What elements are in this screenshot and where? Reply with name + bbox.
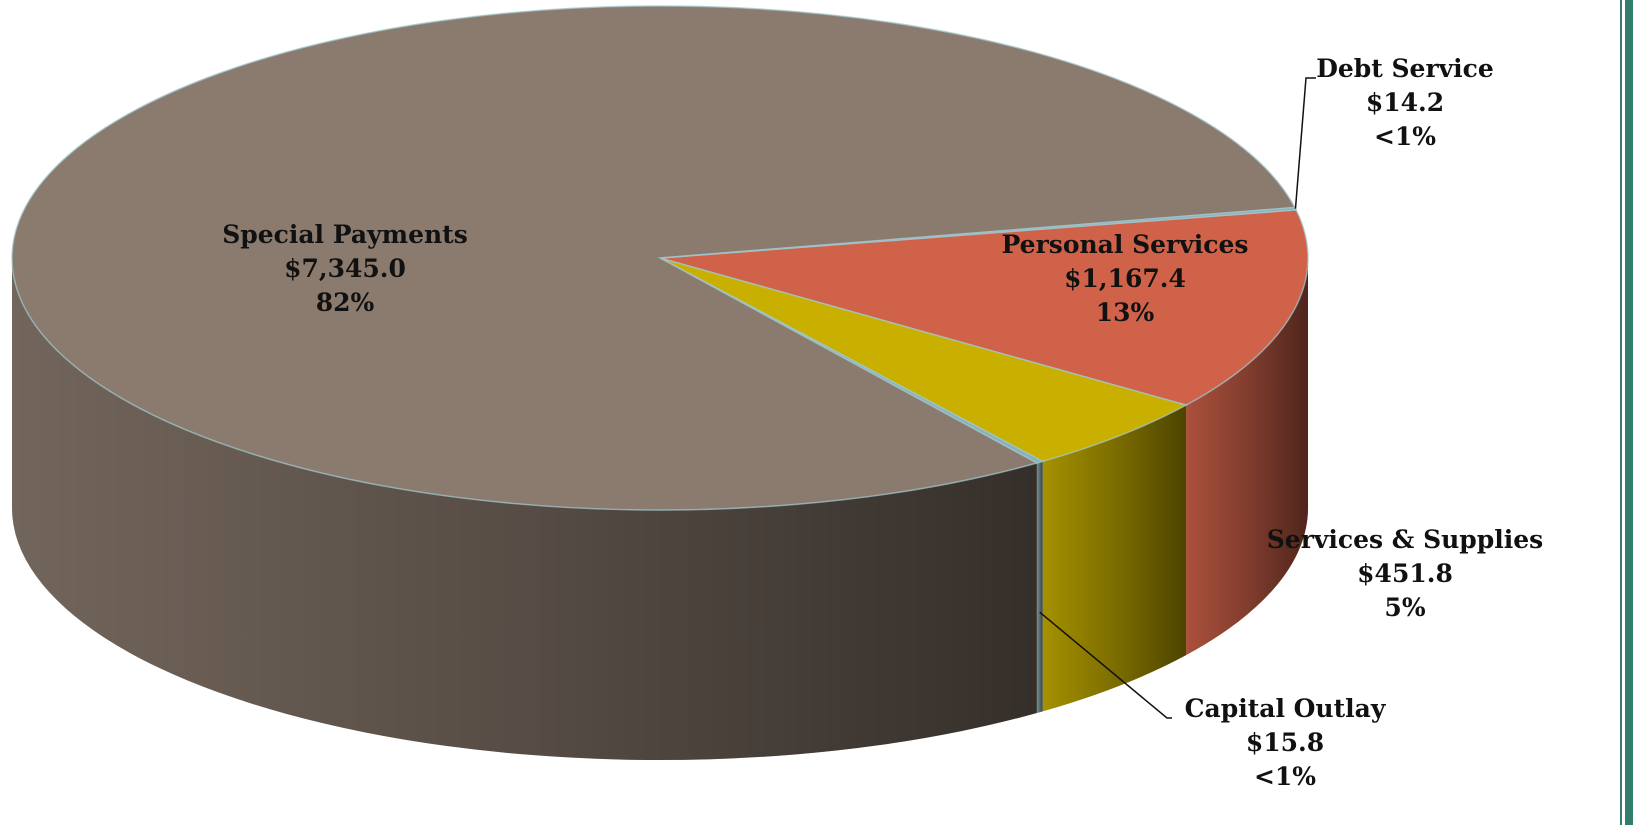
slice-side-shade <box>1042 405 1187 712</box>
slice-label-special-payments: Special Payments $7,345.0 82% <box>195 218 495 320</box>
slice-side-shade <box>1186 258 1308 656</box>
slice-name: Debt Service <box>1316 54 1494 83</box>
slice-amount: $7,345.0 <box>284 254 406 283</box>
slice-side-shade <box>12 258 1037 761</box>
slice-amount: $15.8 <box>1245 728 1325 757</box>
slice-label-personal-services: Personal Services $1,167.4 13% <box>975 228 1275 330</box>
slice-percent: 13% <box>1095 298 1155 327</box>
slice-name: Special Payments <box>222 220 468 249</box>
slice-amount: $14.2 <box>1365 88 1445 117</box>
slice-percent: <1% <box>1253 762 1317 791</box>
slice-special-payments <box>11 5 1297 511</box>
slice-name: Services & Supplies <box>1266 525 1544 554</box>
slice-percent: 82% <box>315 288 375 317</box>
slice-side-shade <box>1036 461 1043 714</box>
slice-name: Capital Outlay <box>1184 694 1386 723</box>
slice-name: Personal Services <box>1001 230 1249 259</box>
frame-border-inner <box>1620 0 1622 825</box>
pie-tops <box>11 5 1309 511</box>
frame-border <box>1625 0 1633 825</box>
slice-label-services-supplies: Services & Supplies $451.8 5% <box>1245 523 1565 625</box>
slice-personal-services <box>659 209 1309 406</box>
slice-label-capital-outlay: Capital Outlay $15.8 <1% <box>1165 692 1405 794</box>
leader-line-capital-outlay <box>1039 611 1172 719</box>
pie-sides <box>12 258 1308 761</box>
slice-amount: $1,167.4 <box>1064 264 1186 293</box>
slice-amount: $451.8 <box>1357 559 1453 588</box>
slice-percent: <1% <box>1373 122 1437 151</box>
leader-lines <box>1039 77 1316 719</box>
slice-services-supplies <box>659 257 1189 463</box>
leader-line-debt-service <box>1294 77 1316 209</box>
slice-percent: 5% <box>1384 593 1426 622</box>
slice-label-debt-service: Debt Service $14.2 <1% <box>1290 52 1520 154</box>
